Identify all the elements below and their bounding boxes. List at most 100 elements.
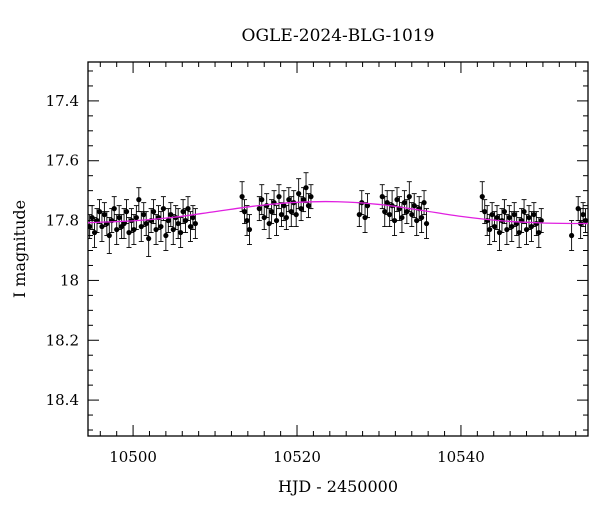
data-point (187, 223, 194, 230)
data-points (88, 185, 588, 242)
data-point (182, 217, 189, 224)
data-point (150, 209, 157, 215)
data-point (379, 194, 385, 200)
data-point (286, 197, 292, 203)
data-point (269, 209, 275, 215)
data-point (241, 209, 248, 215)
data-point (575, 206, 581, 212)
data-point (423, 220, 430, 227)
data-point (308, 194, 314, 200)
data-point (281, 203, 287, 209)
data-point (278, 211, 285, 218)
data-point (516, 229, 522, 236)
data-point (411, 203, 417, 209)
data-point (136, 197, 142, 203)
data-point (300, 197, 307, 203)
y-tick-label: 18 (60, 271, 79, 289)
data-point (504, 226, 510, 233)
data-point (536, 229, 542, 236)
data-point (133, 214, 139, 221)
data-point (521, 209, 527, 215)
data-point (293, 211, 299, 218)
data-point (146, 235, 152, 242)
data-point (141, 211, 147, 218)
data-point (506, 214, 512, 221)
data-point (111, 206, 117, 212)
data-point (158, 223, 164, 230)
data-point (163, 232, 169, 239)
data-point (131, 226, 137, 233)
plot-area: 10500 10520 10540 17.4 17.6 17.8 18 18.2 18.4 (46, 61, 589, 466)
data-point (138, 223, 144, 230)
data-point (239, 194, 245, 200)
tick-labels: 10500 10520 10540 17.4 17.6 17.8 18 18.2 18.4 (46, 92, 485, 466)
data-point (266, 220, 272, 227)
data-point (482, 209, 488, 215)
data-point (165, 217, 171, 224)
data-point (192, 220, 198, 227)
data-point (356, 211, 362, 218)
data-point (298, 206, 304, 212)
data-point (89, 214, 95, 221)
y-tick-label: 18.4 (46, 391, 79, 409)
data-point (180, 209, 186, 215)
data-point (96, 209, 103, 215)
data-point (153, 226, 159, 233)
data-point (261, 214, 267, 221)
data-point (114, 226, 120, 233)
data-point (185, 206, 191, 212)
data-point (421, 200, 427, 206)
data-point (401, 200, 407, 206)
data-point (394, 197, 400, 203)
data-point (531, 211, 537, 218)
y-tick-label: 17.6 (46, 152, 79, 170)
chart-title: OGLE-2024-BLG-1019 (242, 26, 435, 46)
data-point (511, 211, 517, 218)
data-point (494, 214, 500, 221)
data-point (384, 200, 390, 206)
data-point (276, 194, 282, 200)
data-point (414, 217, 420, 224)
model-curve (88, 200, 588, 225)
data-point (489, 211, 495, 218)
data-point (406, 194, 412, 200)
data-point (91, 229, 98, 236)
data-point (99, 223, 105, 230)
data-point (116, 214, 122, 221)
data-point (160, 206, 167, 212)
data-point (538, 217, 544, 224)
data-point (256, 206, 262, 212)
data-point (382, 209, 388, 215)
data-point (143, 220, 149, 227)
x-tick-label: 10540 (437, 448, 485, 466)
data-point (170, 226, 176, 233)
x-tick-label: 10500 (109, 448, 157, 466)
data-point (305, 203, 312, 209)
data-point (580, 211, 586, 218)
data-point (296, 191, 302, 197)
data-point (273, 217, 280, 224)
data-point (244, 217, 250, 224)
data-point (487, 226, 493, 233)
data-point (259, 197, 265, 203)
data-point (246, 226, 253, 233)
data-point (126, 229, 132, 236)
data-point (283, 214, 289, 221)
data-point (526, 214, 532, 221)
data-point (501, 209, 507, 215)
y-tick-label: 18.2 (46, 331, 79, 349)
data-point (496, 229, 503, 236)
data-point (479, 194, 485, 200)
data-point (264, 203, 270, 209)
data-point (404, 209, 410, 215)
data-point (391, 217, 398, 224)
data-point (190, 214, 196, 221)
data-point (168, 211, 174, 218)
y-axis-label: I magnitude (10, 200, 29, 298)
data-point (509, 223, 515, 230)
data-point (419, 214, 425, 221)
data-point (533, 220, 539, 227)
data-point (303, 185, 309, 191)
plot-frame (87, 61, 589, 437)
